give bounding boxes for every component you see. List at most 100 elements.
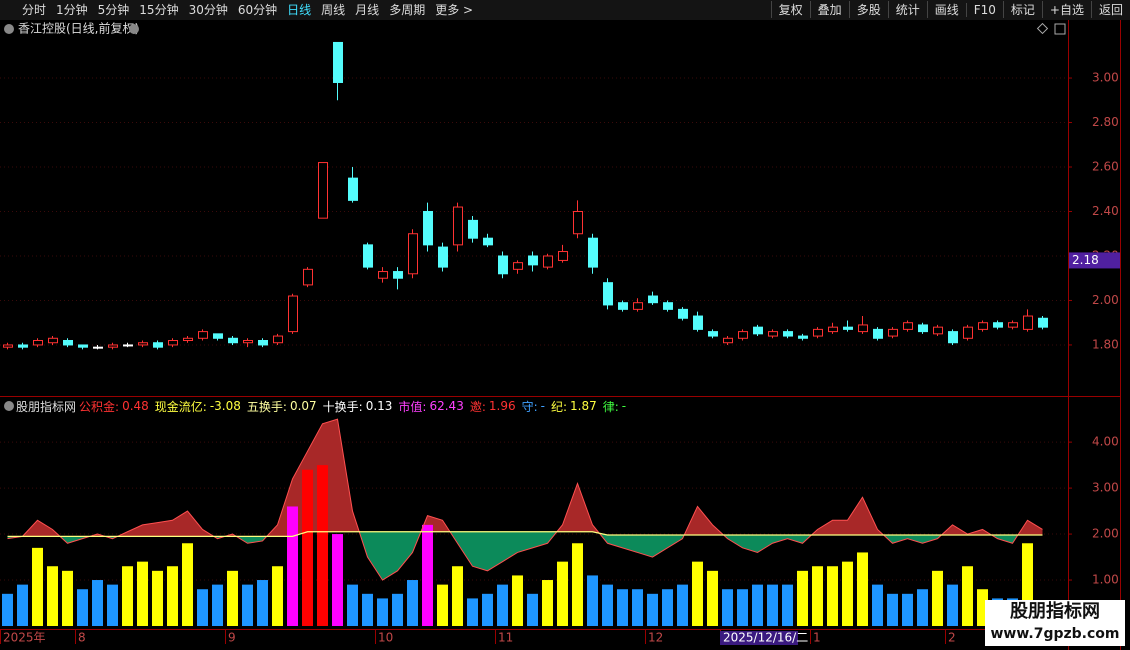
- area-below: [7, 531, 1043, 581]
- toolbar-item[interactable]: 叠加: [809, 1, 849, 18]
- bar: [377, 598, 388, 626]
- toolbar-item[interactable]: 复权: [770, 1, 810, 18]
- legend-label: 公积金:: [79, 399, 120, 414]
- legend-label: 邀:: [469, 399, 486, 414]
- x-tick-label: 8: [78, 631, 86, 645]
- bar: [317, 465, 328, 626]
- toolbar-item[interactable]: +自选: [1041, 1, 1091, 18]
- candle-body: [378, 271, 388, 279]
- x-tick-label: 12: [648, 631, 663, 645]
- candle-body: [693, 315, 703, 330]
- candle-body: [1008, 322, 1018, 328]
- toolbar-item[interactable]: 日线: [287, 3, 312, 17]
- bar: [422, 524, 433, 626]
- bar: [902, 593, 913, 626]
- candle-body: [273, 335, 283, 344]
- candle-body: [798, 335, 808, 339]
- candle-body: [363, 244, 373, 268]
- menu-icon[interactable]: [4, 24, 14, 34]
- candle-body: [948, 331, 958, 344]
- y-tick-label: 2.40: [1092, 204, 1119, 218]
- bar: [287, 506, 298, 626]
- candle-body: [558, 251, 568, 261]
- candle-body: [873, 328, 883, 339]
- icon[interactable]: [1054, 23, 1066, 35]
- toolbar-item[interactable]: 分时: [22, 3, 47, 17]
- candle-body: [3, 344, 13, 348]
- toolbar-item[interactable]: 30分钟: [188, 3, 228, 17]
- candle-body: [48, 337, 58, 344]
- legend-value: 1.87: [570, 399, 597, 413]
- area-above: [7, 419, 1043, 537]
- legend-value: 0.07: [289, 399, 317, 413]
- candle-body: [513, 262, 523, 270]
- candle-body: [663, 302, 673, 310]
- bar: [842, 561, 853, 626]
- toolbar-item[interactable]: 60分钟: [237, 3, 278, 17]
- bar: [767, 584, 778, 626]
- bar: [917, 589, 928, 626]
- x-tick-label: 2025年: [3, 631, 46, 645]
- candle-body: [318, 162, 328, 219]
- bar: [887, 593, 898, 626]
- menu-icon[interactable]: [4, 401, 14, 411]
- toolbar-item[interactable]: F10: [965, 2, 1003, 17]
- bar: [467, 598, 478, 626]
- legend-label: 五换手:: [246, 399, 287, 414]
- toolbar-item[interactable]: 1分钟: [56, 3, 88, 17]
- candle-body: [528, 255, 538, 266]
- candle-body: [993, 322, 1003, 328]
- bar: [602, 584, 613, 626]
- candle-body: [123, 344, 133, 347]
- candle-body: [813, 328, 823, 337]
- candle-body: [183, 337, 193, 342]
- dropdown-icon[interactable]: [129, 24, 139, 34]
- candle-body: [408, 233, 418, 275]
- toolbar-item[interactable]: 返回: [1090, 1, 1130, 18]
- candle-body: [918, 324, 928, 333]
- bar: [962, 566, 973, 626]
- candle-body: [753, 326, 763, 335]
- bar: [152, 570, 163, 626]
- toolbar-item[interactable]: 周线: [321, 3, 346, 17]
- legend-value: -: [621, 399, 627, 413]
- candle-body: [543, 255, 553, 268]
- candle-body: [603, 282, 613, 306]
- candle-body: [828, 326, 838, 333]
- y-tick-label: 1.00: [1092, 573, 1119, 587]
- toolbar-item[interactable]: 标记: [1002, 1, 1042, 18]
- bar: [167, 566, 178, 626]
- candle-body: [93, 346, 103, 349]
- candle-body: [483, 237, 493, 246]
- toolbar-item[interactable]: 画线: [926, 1, 966, 18]
- toolbar-item[interactable]: 更多 >: [435, 3, 474, 17]
- candle-body: [768, 331, 778, 337]
- bar: [437, 584, 448, 626]
- legend-value: -3.08: [209, 399, 241, 413]
- bar: [872, 584, 883, 626]
- y-tick-label: 4.00: [1092, 435, 1119, 449]
- legend-value: -: [540, 399, 545, 413]
- chart-title: 香江控股(日线,前复权): [18, 21, 139, 36]
- watermark-url: www.7gpzb.com: [990, 626, 1120, 642]
- toolbar-item[interactable]: 多周期: [389, 3, 426, 17]
- candle-body: [258, 340, 268, 346]
- legend-label: 纪:: [550, 399, 568, 414]
- candle-body: [18, 344, 28, 348]
- toolbar-item[interactable]: 多股: [848, 1, 888, 18]
- toolbar-item[interactable]: 15分钟: [139, 3, 179, 17]
- candle-body: [903, 322, 913, 330]
- watermark: 股朋指标网 www.7gpzb.com: [985, 600, 1125, 646]
- toolbar-item[interactable]: 统计: [887, 1, 927, 18]
- toolbar-item[interactable]: 5分钟: [97, 3, 130, 17]
- y-tick-label: 2.60: [1092, 160, 1119, 174]
- y-tick-label: 3.00: [1092, 71, 1119, 85]
- candle-body: [138, 342, 148, 346]
- candle-body: [228, 337, 238, 344]
- toolbar-item[interactable]: 月线: [355, 3, 380, 17]
- bar: [797, 570, 808, 626]
- bar: [497, 584, 508, 626]
- icon[interactable]: [1036, 22, 1049, 35]
- candle-body: [588, 237, 598, 268]
